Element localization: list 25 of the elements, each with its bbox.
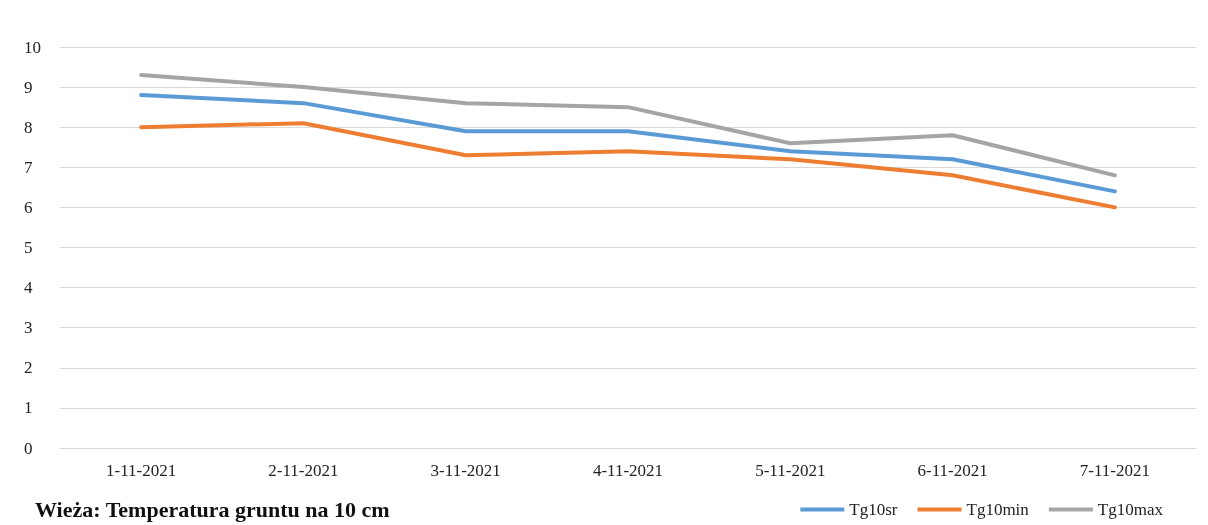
legend-label: Tg10sr: [849, 500, 898, 519]
x-tick-label: 4-11-2021: [592, 461, 664, 480]
line-series: [139, 121, 1117, 210]
y-tick-label: 1: [24, 398, 33, 418]
x-tick-label: 1-11-2021: [106, 461, 177, 480]
y-tick-label: 3: [24, 318, 33, 338]
y-tick-label: 10: [24, 37, 41, 57]
text: Wieża: Temperatura gruntu na 10 cm: [35, 496, 390, 522]
legend-label: Tg10min: [966, 500, 1030, 519]
x-tick-label: 5-11-2021: [755, 461, 826, 480]
x-tick-label: 6-11-2021: [917, 461, 988, 480]
y-tick-label: 0: [24, 438, 33, 458]
y-tick-label: 4: [24, 278, 33, 298]
x-tick-label: 7-11-2021: [1079, 461, 1150, 480]
x-tick-label: 3-11-2021: [430, 461, 501, 480]
line-series: [139, 93, 1117, 194]
y-tick-label: 9: [24, 77, 33, 97]
y-tick-label: 8: [24, 117, 33, 137]
y-tick-label: 2: [24, 358, 33, 378]
y-tick-label: 6: [24, 197, 33, 217]
y-tick-label: 7: [24, 157, 33, 177]
x-tick-label: 2-11-2021: [268, 461, 339, 480]
line-series: [139, 73, 1117, 178]
legend-label: Tg10max: [1097, 500, 1164, 519]
y-tick-label: 5: [24, 238, 33, 257]
